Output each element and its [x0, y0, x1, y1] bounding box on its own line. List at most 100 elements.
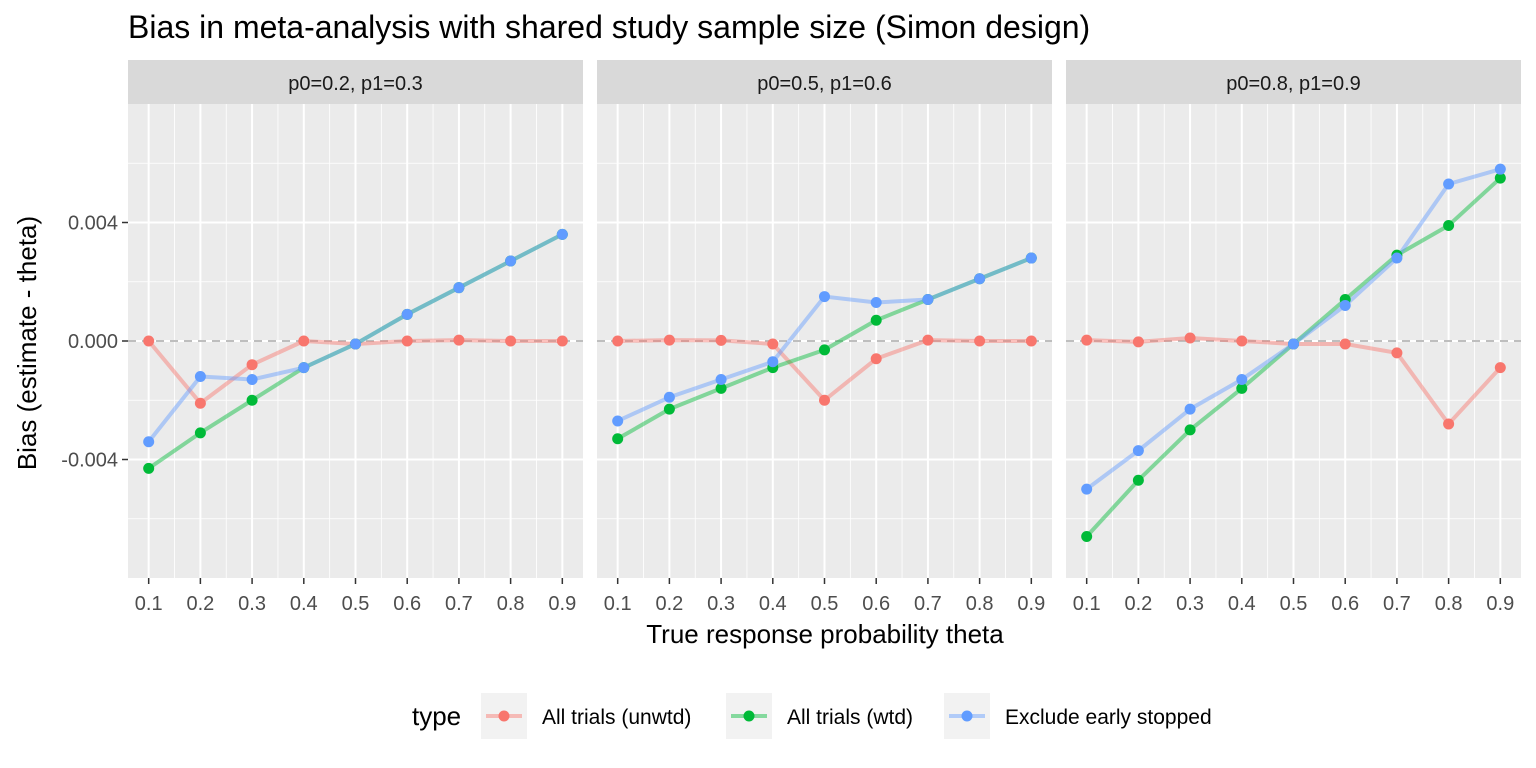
x-tick-label: 0.6 — [393, 593, 421, 615]
x-tick-label: 0.2 — [186, 593, 214, 615]
x-tick-label: 0.8 — [966, 593, 994, 615]
facet-label: p0=0.8, p1=0.9 — [1226, 73, 1361, 95]
data-point — [143, 436, 155, 448]
data-point — [1391, 252, 1403, 264]
x-tick-label: 0.3 — [707, 593, 735, 615]
data-point — [453, 334, 465, 346]
data-point — [1236, 335, 1248, 347]
data-point — [715, 374, 727, 386]
data-point — [1081, 483, 1093, 495]
data-point — [767, 356, 779, 368]
x-tick-label: 0.1 — [604, 593, 632, 615]
legend-label: All trials (wtd) — [787, 706, 913, 729]
y-tick-label: 0.000 — [68, 331, 118, 353]
data-point — [1081, 334, 1093, 346]
legend-key-point — [743, 710, 755, 722]
data-point — [556, 335, 568, 347]
data-point — [556, 228, 568, 240]
data-point — [1494, 163, 1506, 175]
data-point — [246, 359, 258, 371]
data-point — [663, 403, 675, 415]
x-axis-title: True response probability theta — [646, 619, 1004, 649]
data-point — [819, 291, 830, 303]
data-point — [870, 353, 882, 365]
x-tick-label: 0.7 — [445, 593, 473, 615]
data-point — [663, 334, 675, 346]
legend-label: Exclude early stopped — [1005, 706, 1212, 729]
facet-label: p0=0.2, p1=0.3 — [288, 73, 423, 95]
x-tick-label: 0.1 — [1073, 593, 1101, 615]
data-point — [1081, 531, 1093, 543]
data-point — [1184, 424, 1196, 436]
panel-1: p0=0.2, p1=0.3 0.1 0.2 0.3 0.4 0.5 0.6 0.7 0.8 0.… — [128, 60, 583, 615]
data-point — [1236, 374, 1248, 386]
legend-key-point — [961, 710, 973, 722]
data-point — [767, 338, 779, 350]
data-point — [1443, 219, 1455, 231]
data-point — [298, 362, 310, 374]
data-point — [1132, 336, 1144, 348]
chart-title: Bias in meta-analysis with shared study … — [128, 9, 1090, 45]
facet-label: p0=0.5, p1=0.6 — [757, 73, 892, 95]
x-tick-label: 0.6 — [1331, 593, 1359, 615]
data-point — [194, 427, 206, 439]
data-point — [1443, 418, 1455, 430]
data-point — [870, 296, 882, 308]
y-axis-title: Bias (estimate - theta) — [12, 216, 42, 470]
panels: p0=0.2, p1=0.3 0.1 0.2 0.3 0.4 0.5 0.6 0.7 0.8 0.… — [128, 60, 1521, 615]
x-tick-label: 0.5 — [1280, 593, 1308, 615]
x-tick-label: 0.3 — [1176, 593, 1204, 615]
data-point — [922, 334, 934, 346]
panel-2: p0=0.5, p1=0.6 0.1 0.2 0.3 0.4 0.5 0.6 0.7 0.8 0.… — [597, 60, 1052, 615]
facet-strip — [128, 60, 583, 104]
x-tick-label: 0.9 — [1017, 593, 1045, 615]
x-tick-label: 0.1 — [135, 593, 163, 615]
data-point — [1494, 362, 1506, 374]
x-tick-label: 0.7 — [914, 593, 942, 615]
data-point — [819, 344, 830, 356]
x-tick-label: 0.5 — [811, 593, 839, 615]
data-point — [298, 335, 310, 347]
panel-3: p0=0.8, p1=0.9 0.1 0.2 0.3 0.4 0.5 0.6 0.7 0.8 0.… — [1066, 60, 1521, 615]
data-point — [246, 394, 258, 406]
data-point — [350, 338, 361, 350]
data-point — [401, 308, 413, 320]
data-point — [401, 335, 413, 347]
y-tick-label: -0.004 — [61, 450, 118, 472]
data-point — [246, 374, 258, 386]
x-tick-label: 0.2 — [655, 593, 683, 615]
data-point — [922, 294, 934, 306]
data-point — [819, 394, 830, 406]
x-tick-label: 0.4 — [290, 593, 318, 615]
data-point — [194, 397, 206, 409]
data-point — [663, 391, 675, 403]
x-tick-label: 0.6 — [862, 593, 890, 615]
x-tick-label: 0.3 — [238, 593, 266, 615]
x-tick-label: 0.2 — [1124, 593, 1152, 615]
data-point — [612, 433, 624, 445]
y-tick-label: 0.004 — [68, 213, 118, 235]
data-point — [974, 335, 986, 347]
legend-item: All trials (unwtd) — [481, 693, 691, 739]
legend-label: All trials (unwtd) — [542, 706, 691, 729]
legend-item: Exclude early stopped — [944, 693, 1212, 739]
x-tick-label: 0.9 — [1486, 593, 1514, 615]
legend-key-point — [498, 710, 510, 722]
data-point — [1184, 332, 1196, 344]
data-point — [870, 314, 882, 326]
data-point — [143, 462, 155, 474]
x-tick-label: 0.7 — [1383, 593, 1411, 615]
data-point — [194, 371, 206, 383]
data-point — [1339, 299, 1351, 311]
data-point — [1132, 474, 1144, 486]
data-point — [143, 335, 155, 347]
facet-strip — [1066, 60, 1521, 104]
data-point — [1132, 445, 1144, 457]
data-point — [1391, 347, 1403, 359]
data-point — [715, 382, 727, 394]
legend: type All trials (unwtd) All trials (wtd) E… — [412, 693, 1212, 739]
data-point — [1494, 172, 1506, 184]
x-tick-label: 0.5 — [342, 593, 370, 615]
data-point — [1025, 252, 1037, 264]
